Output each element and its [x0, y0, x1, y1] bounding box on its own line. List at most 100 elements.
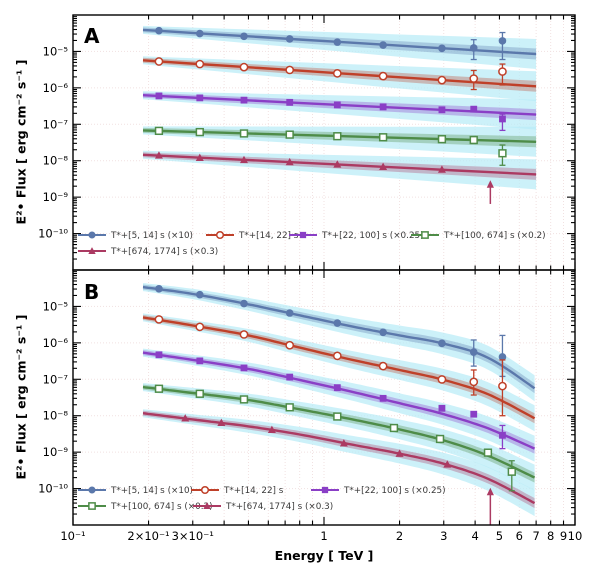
- legend-label: T*+[22, 100] s (×0.25): [321, 231, 424, 241]
- marker-square: [438, 106, 446, 114]
- marker-circle: [469, 348, 478, 356]
- legend-item: T*+[22, 100] s (×0.25): [311, 486, 446, 496]
- marker-triangle: [339, 439, 348, 447]
- marker-triangle: [443, 460, 452, 468]
- x-tick-label: 3×10⁻¹: [172, 529, 214, 543]
- marker-triangle: [333, 160, 342, 168]
- marker-square-open: [239, 395, 249, 404]
- marker-circle: [195, 290, 204, 299]
- marker-square: [286, 373, 294, 381]
- marker-circle-open: [154, 57, 164, 66]
- marker-square-open: [285, 130, 294, 139]
- marker-circle: [379, 41, 387, 49]
- marker-square: [240, 364, 248, 372]
- marker-square: [379, 394, 387, 402]
- x-tick-label: 7: [532, 529, 539, 543]
- marker-circle-open: [498, 381, 507, 391]
- marker-square-open: [154, 126, 164, 136]
- marker-circle: [469, 44, 478, 52]
- legend-item: T*+[100, 674] s (×0.2): [78, 502, 213, 512]
- marker-circle-open: [378, 361, 388, 371]
- marker-square-open: [333, 412, 342, 421]
- legend-label: T*+[100, 674] s (×0.2): [443, 231, 546, 241]
- stat-band-1: [143, 314, 535, 424]
- legend-label: T*+[674, 1774] s (×0.3): [225, 502, 333, 512]
- marker-square-open: [498, 149, 507, 158]
- sys-band-0: [143, 283, 535, 402]
- sys-band-3: [143, 383, 535, 491]
- legend-item: T*+[674, 1774] s (×0.3): [193, 502, 333, 512]
- panel-A-plot-area: [73, 15, 575, 270]
- legend-panel-B: T*+[5, 14] s (×10) T*+[14, 22] s T*+[22, 1…: [78, 485, 446, 512]
- marker-square: [286, 98, 294, 106]
- marker-square: [379, 103, 387, 111]
- y-tick-label: 10⁻⁷: [43, 117, 69, 131]
- marker-circle: [285, 35, 294, 43]
- axis-ticks: [72, 270, 576, 525]
- marker-square: [155, 92, 163, 100]
- marker-triangle: [217, 418, 226, 426]
- x-tick-labels: 10⁻¹ 2×10⁻¹ 3×10⁻¹ 1 2 3 4 5 6 7 8 9 10: [60, 529, 582, 543]
- series-points-1: [154, 315, 507, 417]
- marker-square-open: [421, 231, 429, 239]
- marker-square: [196, 357, 204, 365]
- series-points-0: [155, 26, 507, 61]
- sys-band-1: [143, 313, 535, 432]
- marker-circle-open: [332, 351, 342, 361]
- marker-circle-open: [437, 75, 447, 85]
- stat-band-2: [143, 350, 535, 454]
- marker-square: [438, 404, 446, 412]
- legend-item: T*+[5, 14] s (×10): [78, 231, 193, 241]
- marker-square-open: [435, 434, 445, 444]
- marker-triangle: [154, 151, 163, 159]
- series-points-3: [154, 126, 507, 166]
- marker-circle-open: [285, 65, 295, 75]
- y-tick-label: 10⁻¹⁰: [38, 227, 68, 241]
- panel-b-label: B: [84, 280, 100, 304]
- series-points-1: [154, 57, 507, 91]
- y-tick-labels: 10⁻⁵ 10⁻⁶ 10⁻⁷ 10⁻⁸ 10⁻⁹ 10⁻¹⁰: [38, 44, 68, 240]
- marker-square-open: [154, 384, 164, 393]
- marker-square-open: [195, 389, 204, 398]
- y-tick-label: 10⁻⁷: [43, 372, 69, 386]
- marker-circle-open: [239, 330, 249, 339]
- x-tick-label: 3: [440, 529, 447, 543]
- marker-circle-open: [239, 62, 249, 72]
- marker-square: [333, 384, 341, 392]
- panel-a-label: A: [84, 24, 100, 48]
- marker-circle: [498, 37, 507, 45]
- legend-label: T*+[100, 674] s (×0.2): [110, 502, 213, 512]
- marker-triangle: [239, 155, 248, 164]
- marker-circle-open: [469, 377, 479, 387]
- series-line-2: [142, 351, 536, 450]
- y-axis-title-panel-a: E²• Flux [ erg cm⁻² s⁻¹ ]: [13, 59, 29, 225]
- panel-B: 10⁻⁵ 10⁻⁶ 10⁻⁷ 10⁻⁸ 10⁻⁹ 10⁻¹⁰ T*+[5, 14] s (×…: [38, 269, 576, 526]
- marker-square: [470, 105, 478, 113]
- legend-item: T*+[100, 674] s (×0.2): [411, 231, 546, 241]
- x-tick-label: 1: [320, 529, 327, 543]
- series-points-2: [155, 351, 506, 450]
- marker-circle-open: [285, 340, 295, 350]
- marker-square-open: [333, 132, 342, 141]
- marker-circle-open: [215, 230, 225, 240]
- marker-circle: [438, 339, 446, 348]
- marker-triangle: [203, 502, 211, 509]
- marker-triangle: [285, 157, 294, 166]
- x-tick-label: 8: [547, 529, 554, 543]
- series-line-4: [142, 412, 536, 505]
- series-line-3: [142, 385, 536, 479]
- stat-band-0: [143, 284, 535, 394]
- marker-square-open: [378, 133, 388, 142]
- marker-circle: [333, 319, 342, 327]
- y-axis-title-panel-b: E²• Flux [ erg cm⁻² s⁻¹ ]: [13, 314, 29, 480]
- y-tick-label: 10⁻¹⁰: [38, 482, 68, 496]
- marker-circle: [155, 284, 163, 293]
- marker-triangle: [88, 247, 96, 254]
- marker-square-open: [469, 135, 478, 145]
- series-points-4: [181, 414, 452, 468]
- upper-limit-arrow-4: [486, 180, 494, 204]
- legend-item: T*+[14, 22] s: [206, 230, 299, 241]
- marker-square-open: [239, 129, 249, 138]
